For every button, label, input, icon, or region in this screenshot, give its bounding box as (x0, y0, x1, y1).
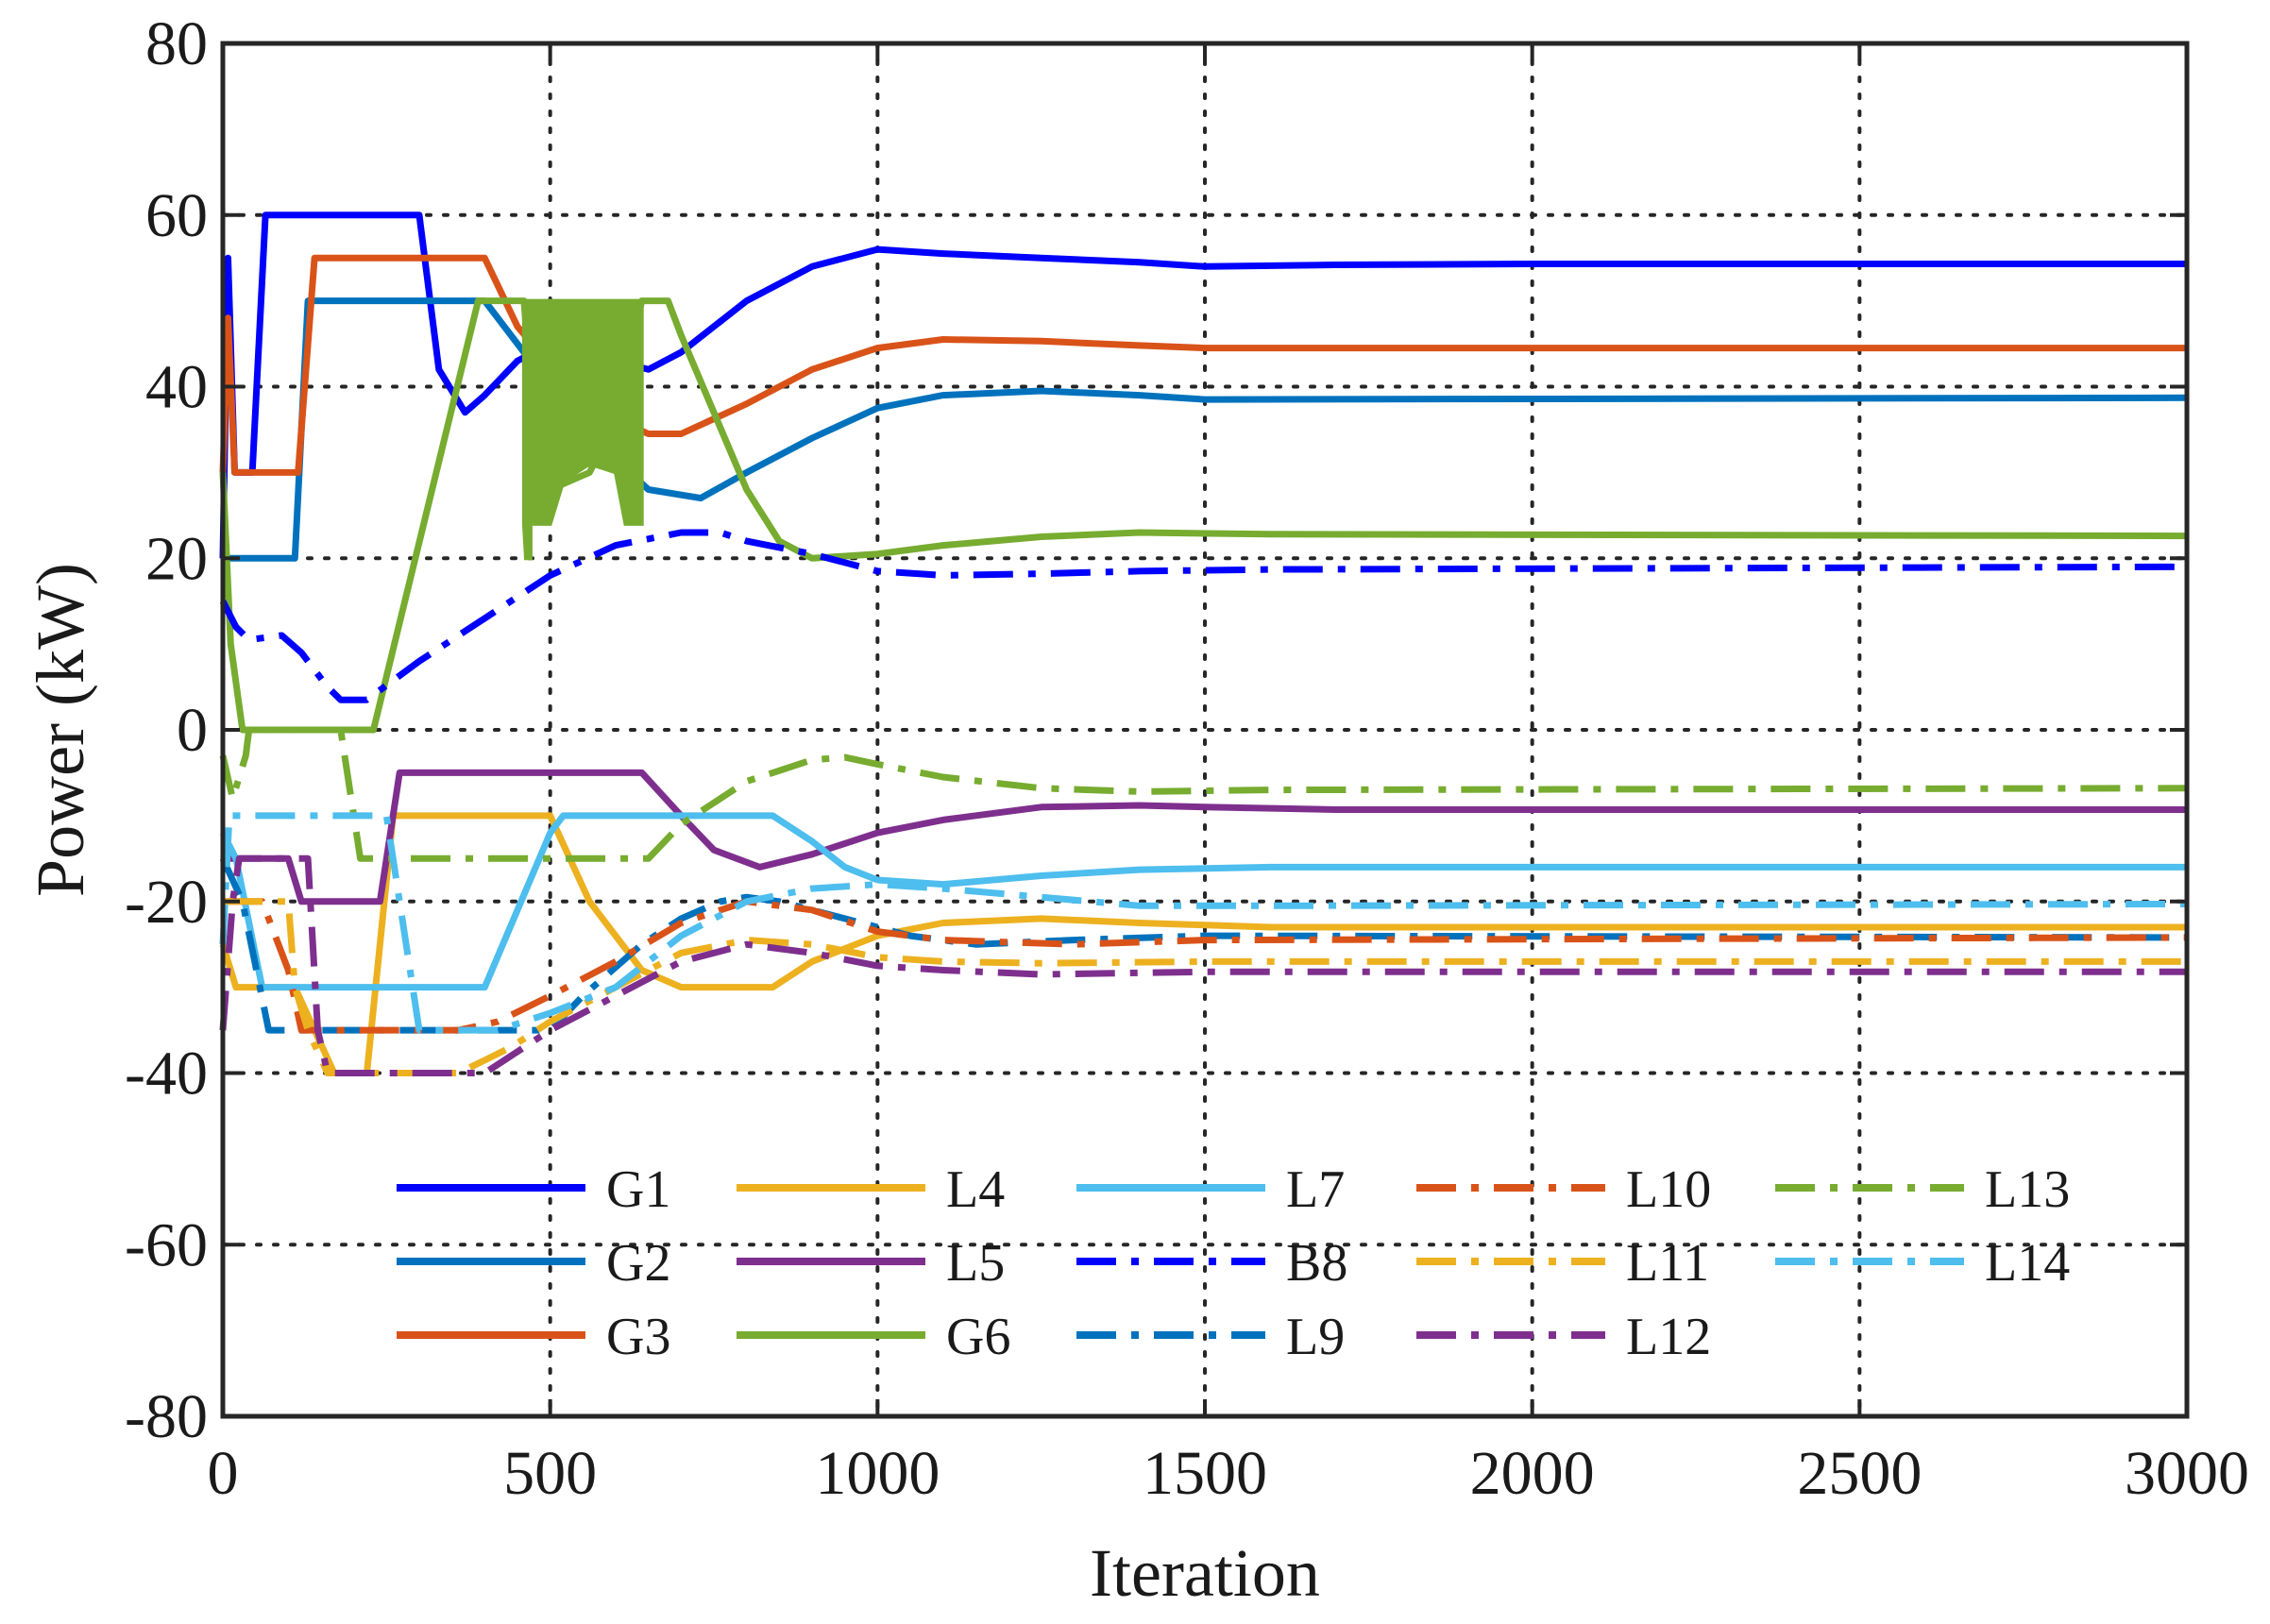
y-tick-label: 80 (145, 9, 208, 78)
axis-ticks (221, 42, 2189, 1418)
y-tick-label: 40 (145, 353, 208, 422)
y-tick-label: -40 (125, 1040, 208, 1108)
legend-label-l4: L4 (946, 1160, 1005, 1219)
series-line-l7 (219, 812, 2187, 991)
x-tick-label: 3000 (2125, 1439, 2249, 1508)
x-tick-label: 500 (503, 1439, 597, 1508)
y-axis-title: Power (kW) (23, 563, 98, 897)
legend-label-l5: L5 (946, 1234, 1005, 1293)
legend-label-g2: G2 (606, 1234, 670, 1293)
tick-labels: 0 500 1000 1500 2000 2500 3000 -80 -60 -40 -20 0 20 4… (125, 9, 2249, 1508)
legend-label-l14: L14 (1985, 1234, 2070, 1293)
y-tick-label: -60 (125, 1210, 208, 1279)
x-tick-label: 1000 (815, 1439, 940, 1508)
y-tick-label: -20 (125, 868, 208, 937)
legend-label-l11: L11 (1626, 1234, 1709, 1293)
series-line-l5 (223, 769, 2187, 905)
series-line-l12 (219, 854, 2187, 1076)
y-tick-label: 0 (177, 696, 208, 765)
series-line-b8 (219, 529, 2188, 703)
legend-label-g1: G1 (606, 1160, 670, 1219)
legend-label-g6: G6 (946, 1308, 1010, 1366)
legend-label-g3: G3 (606, 1308, 670, 1366)
x-tick-label: 2000 (1470, 1439, 1595, 1508)
g6-oscillation-band (521, 298, 644, 561)
y-tick-label: -80 (125, 1382, 208, 1451)
legend-label-l10: L10 (1626, 1160, 1711, 1219)
legend-label-b8: B8 (1286, 1234, 1347, 1293)
series-line-g6 (219, 297, 2188, 734)
x-tick-label: 1500 (1143, 1439, 1267, 1508)
x-tick-label: 2500 (1797, 1439, 1922, 1508)
series-line-g3 (219, 254, 2187, 476)
g6-oscillation-fill (521, 298, 644, 561)
legend-label-l9: L9 (1286, 1308, 1345, 1366)
series-layer (219, 211, 2188, 1076)
x-tick-label: 0 (208, 1439, 239, 1508)
series-line-l13 (219, 726, 2188, 862)
legend-label-l12: L12 (1626, 1308, 1711, 1366)
series-line-l14 (219, 812, 2188, 1034)
y-tick-label: 20 (145, 524, 208, 593)
legend-label-l7: L7 (1286, 1160, 1345, 1219)
legend: G1 G2 G3 L4 L5 G6 L7 B8 L9 L10 L11 L12 L13 L14 (397, 1160, 2070, 1366)
x-axis-title: Iteration (1090, 1535, 1320, 1611)
legend-label-l13: L13 (1985, 1160, 2070, 1219)
y-tick-label: 60 (145, 181, 208, 250)
